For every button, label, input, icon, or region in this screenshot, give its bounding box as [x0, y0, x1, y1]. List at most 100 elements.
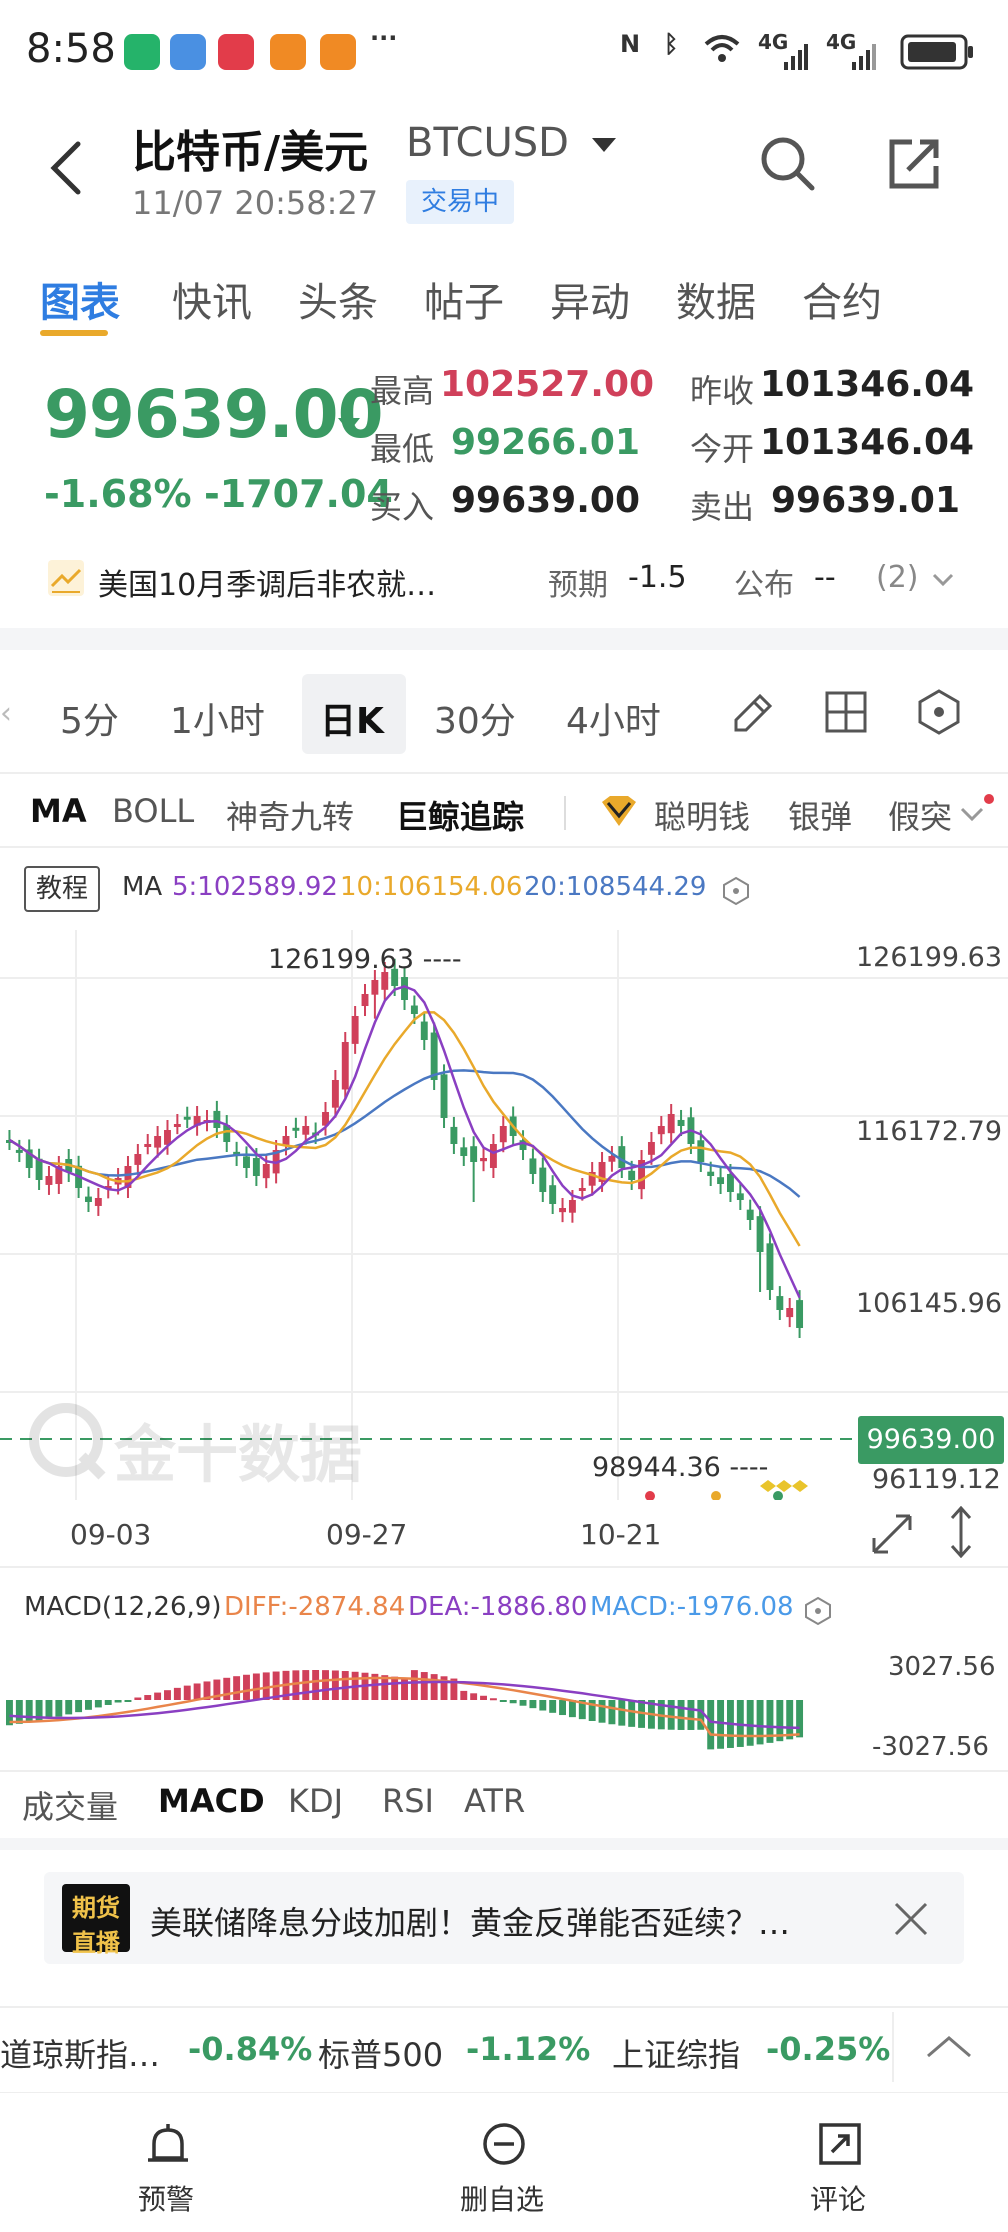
period-4h[interactable]: 4小时: [566, 701, 661, 742]
subtab-kdj[interactable]: KDJ: [288, 1782, 344, 1820]
ticker-sp500-name[interactable]: 标普500: [318, 2036, 444, 2074]
back-icon[interactable]: [44, 140, 88, 196]
candlestick-chart[interactable]: [0, 930, 1008, 1500]
close-icon[interactable]: [892, 1900, 930, 1942]
app-icon-4: [270, 34, 306, 70]
candle-body: [529, 1158, 537, 1174]
tab-flash[interactable]: 快讯: [172, 280, 252, 326]
macd-y-top: 3027.56: [888, 1652, 996, 1682]
ticker-sp500-value[interactable]: -1.12%: [466, 2030, 591, 2068]
macd-bar: [312, 1670, 320, 1700]
draw-tool-icon[interactable]: [728, 686, 778, 740]
settings-icon[interactable]: [916, 688, 962, 740]
candle-body: [183, 1116, 191, 1120]
candle-body: [134, 1154, 142, 1165]
indicator-fake-break[interactable]: 假突: [888, 798, 953, 836]
candle-body: [410, 1005, 418, 1014]
tab-data[interactable]: 数据: [676, 280, 756, 326]
symbol-code[interactable]: BTCUSD: [406, 120, 569, 166]
candle-body: [341, 1042, 349, 1090]
trend-icon: [48, 560, 84, 600]
candle-body: [94, 1198, 102, 1206]
remove-watchlist-icon[interactable]: [482, 2122, 526, 2170]
nav-remove-watchlist-label[interactable]: 删自选: [460, 2183, 545, 2216]
macd-bar: [559, 1700, 566, 1716]
indicator-smart-money[interactable]: 聪明钱: [654, 798, 751, 836]
ma-settings-icon[interactable]: [722, 876, 750, 910]
chevron-down-icon[interactable]: [960, 806, 984, 828]
period-30m[interactable]: 30分: [434, 701, 516, 742]
share-icon[interactable]: [884, 134, 944, 198]
macd-bar: [588, 1700, 596, 1721]
indicator-boll[interactable]: BOLL: [112, 792, 195, 830]
tab-chart[interactable]: 图表: [40, 280, 120, 326]
x-label-3: 10-21: [580, 1518, 662, 1551]
ticker-shcomp-value[interactable]: -0.25%: [766, 2030, 891, 2068]
indicator-td9[interactable]: 神奇九转: [226, 798, 355, 836]
macd-bar: [233, 1676, 241, 1700]
chevron-down-icon[interactable]: [592, 138, 616, 152]
macd-bar: [104, 1700, 112, 1705]
macd-bar: [154, 1692, 162, 1700]
indicator-silver-bullet[interactable]: 银弹: [788, 798, 853, 836]
indicator-ma[interactable]: MA: [30, 792, 87, 830]
macd-bar: [94, 1700, 102, 1708]
candle-body: [420, 1021, 428, 1040]
banner-text[interactable]: 美联储降息分歧加剧！黄金反弹能否延续？…: [150, 1904, 791, 1942]
macd-bar: [173, 1687, 181, 1700]
y-label-4: 96119.12: [872, 1464, 1001, 1495]
macd-chart[interactable]: [0, 1630, 860, 1780]
period-5m[interactable]: 5分: [60, 701, 119, 742]
live-banner[interactable]: [44, 1872, 964, 1964]
news-title[interactable]: 美国10月季调后非农就…: [98, 568, 437, 603]
candle-body: [104, 1186, 112, 1189]
macd-bar: [15, 1700, 23, 1724]
macd-label: MACD(12,26,9): [24, 1592, 222, 1622]
chart-watermark: 金十数据: [114, 1418, 363, 1491]
high-label: 最高: [370, 372, 435, 410]
subtab-atr[interactable]: ATR: [464, 1782, 526, 1820]
comment-icon[interactable]: [818, 2122, 862, 2170]
period-daily[interactable]: 日K: [320, 701, 384, 742]
macd-bar: [302, 1670, 310, 1700]
macd-bar: [65, 1700, 73, 1715]
ticker-shcomp-name[interactable]: 上证综指: [612, 2036, 741, 2074]
macd-bar: [243, 1674, 250, 1700]
tab-contract[interactable]: 合约: [802, 280, 882, 326]
live-badge: 期货 直播: [62, 1884, 130, 1957]
ticker-dow-name[interactable]: 道琼斯指…: [0, 2036, 161, 2074]
tab-posts[interactable]: 帖子: [424, 280, 504, 326]
ticker-dow-value[interactable]: -0.84%: [188, 2030, 313, 2068]
grid-layout-icon[interactable]: [824, 690, 868, 738]
macd-bar: [144, 1695, 152, 1700]
period-1h[interactable]: 1小时: [170, 701, 265, 742]
alert-icon[interactable]: [146, 2122, 190, 2170]
subtab-volume[interactable]: 成交量: [22, 1788, 119, 1826]
subtab-macd[interactable]: MACD: [158, 1782, 265, 1820]
subtab-rsi[interactable]: RSI: [382, 1782, 434, 1820]
search-icon[interactable]: [758, 134, 818, 198]
nav-comment-label[interactable]: 评论: [810, 2183, 867, 2214]
macd-settings-icon[interactable]: [804, 1596, 832, 1630]
candle-body: [164, 1130, 171, 1145]
macd-bar: [667, 1700, 675, 1730]
tab-movement[interactable]: 异动: [550, 280, 630, 326]
ma20-value: 20:108544.29: [524, 872, 707, 902]
current-price-tag: 99639.00: [858, 1416, 1004, 1464]
divider: [0, 772, 1008, 774]
expand-icon[interactable]: [870, 1512, 914, 1560]
tutorial-button[interactable]: 教程: [24, 866, 100, 912]
current-price: 99639.00: [44, 376, 384, 453]
vertical-resize-icon[interactable]: [946, 1505, 976, 1562]
app-icon-2: [170, 34, 206, 70]
chevron-down-icon[interactable]: [932, 572, 954, 592]
macd-bar: [756, 1700, 764, 1745]
x-label-1: 09-03: [70, 1518, 152, 1551]
tab-headline[interactable]: 头条: [298, 280, 378, 326]
macd-bar: [6, 1700, 13, 1726]
macd-bar: [420, 1672, 428, 1700]
nav-alert-label[interactable]: 预警: [138, 2183, 195, 2216]
indicator-whale[interactable]: 巨鲸追踪: [396, 798, 525, 836]
chevron-up-icon[interactable]: [926, 2034, 972, 2064]
app-icon-3: [218, 34, 254, 70]
